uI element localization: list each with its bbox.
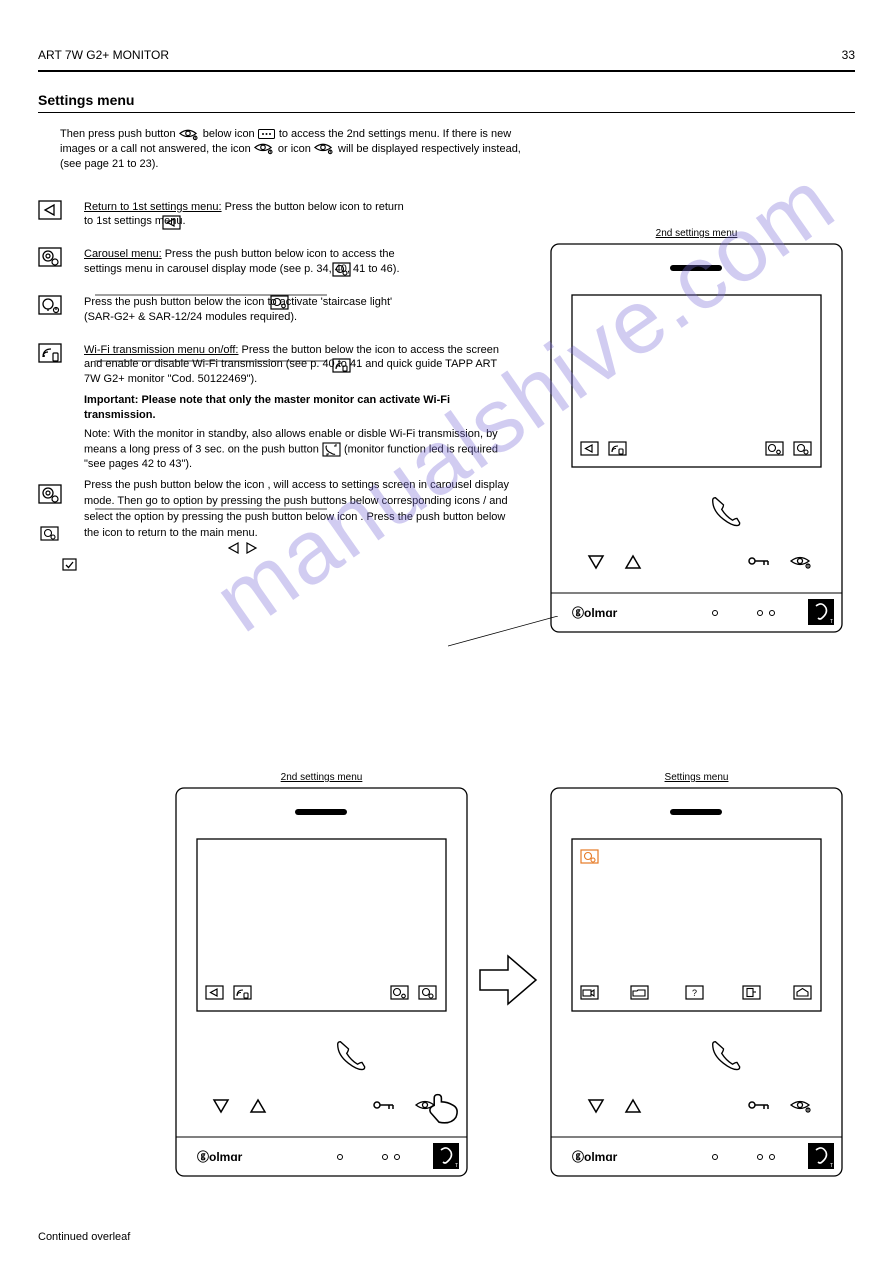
device-frame-left: ⓖolmɑr bbox=[175, 787, 468, 1177]
page-header: ART 7W G2+ MONITOR 33 bbox=[38, 48, 855, 62]
section-title-wrap: Settings menu bbox=[38, 92, 855, 113]
svg-text:ⓖolmɑr: ⓖolmɑr bbox=[572, 605, 618, 620]
arrow-right-icon bbox=[478, 950, 540, 1010]
device-frame-right: ⓖolmɑr bbox=[550, 787, 843, 1177]
row-previous: Return to 1st settings menu: Press the b… bbox=[38, 200, 855, 230]
settings-text: Press the push button below the icon , w… bbox=[84, 479, 509, 539]
tri-left-inline bbox=[228, 542, 240, 554]
label-2nd-top: 2nd settings menu bbox=[550, 228, 843, 239]
light-icon-sm bbox=[270, 295, 289, 310]
label-2nd-left: 2nd settings menu bbox=[175, 772, 468, 783]
label-settings-menu: Settings menu bbox=[550, 772, 843, 783]
handset-swap-icon bbox=[322, 442, 341, 457]
section-title: Settings menu bbox=[38, 92, 855, 108]
doc-title: ART 7W G2+ MONITOR bbox=[38, 48, 169, 62]
device-bottom-left: 2nd settings menu ⓖolmɑr bbox=[175, 772, 468, 1180]
eye-x-icon bbox=[314, 142, 335, 155]
dots-icon bbox=[258, 129, 276, 140]
svg-text:ⓖolmɑr: ⓖolmɑr bbox=[197, 1149, 243, 1164]
leader-2nd-right bbox=[448, 616, 558, 656]
intro-text: Then press push button below icon to acc… bbox=[38, 127, 528, 172]
gear-icon bbox=[38, 247, 64, 269]
header-rule bbox=[38, 70, 855, 72]
device-bottom-right: Settings menu ⓖolmɑr bbox=[550, 772, 843, 1180]
eye-icon bbox=[179, 128, 200, 141]
device-top: 2nd settings menu ⓖolmɑr bbox=[550, 228, 843, 636]
wifi-icon bbox=[38, 343, 64, 365]
tri-right-inline bbox=[246, 542, 258, 554]
check-inline bbox=[62, 558, 77, 571]
back-icon bbox=[38, 200, 64, 222]
device-frame-top: ⓖolmɑr bbox=[550, 243, 843, 633]
footer-left: Continued overleaf bbox=[38, 1231, 130, 1243]
back-icon-sm bbox=[162, 215, 181, 230]
row-set-lead: Carousel menu: bbox=[84, 248, 162, 260]
gear-sm-inline1 bbox=[40, 526, 59, 541]
page-number: 33 bbox=[842, 48, 855, 62]
light-icon bbox=[38, 295, 64, 317]
section-rule bbox=[38, 112, 855, 113]
row-light-body: Press the push button below the icon to … bbox=[84, 296, 392, 323]
svg-text:ⓖolmɑr: ⓖolmɑr bbox=[572, 1149, 618, 1164]
wifi-note: Important: Please note that only the mas… bbox=[84, 394, 450, 421]
row-wifi-lead: Wi-Fi transmission menu on/off: bbox=[84, 344, 238, 356]
eye-dot-icon bbox=[254, 142, 275, 155]
gear-icon-2 bbox=[38, 484, 64, 506]
row-prev-lead: Return to 1st settings menu: bbox=[84, 201, 222, 213]
wifi-icon-sm bbox=[332, 358, 351, 373]
gear-icon-sm bbox=[332, 262, 351, 277]
footer: Continued overleaf bbox=[0, 1231, 893, 1243]
